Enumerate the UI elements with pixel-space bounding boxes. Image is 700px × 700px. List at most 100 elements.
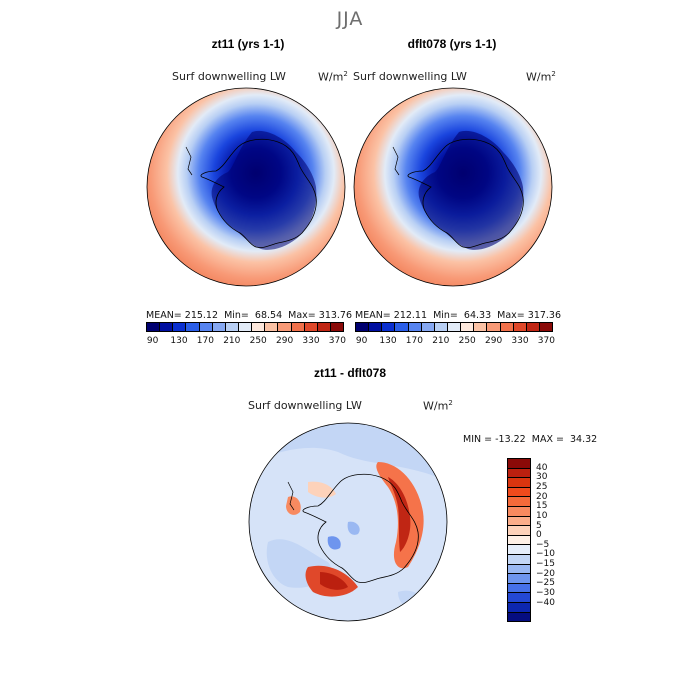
colorbar-swatch [278,323,292,331]
panel2-colorbar-labels: 90 130 170 210 250 290 330 370 [355,336,555,348]
colorbar-swatch [382,323,396,331]
panel2-stats: MEAN= 212.11 Min= 64.33 Max= 317.36 [355,310,562,321]
colorbar-tick-label: 210 [432,336,450,346]
colorbar-swatch [508,564,530,575]
colorbar-tick-label: −25 [536,578,555,589]
colorbar-tick-label: 170 [405,336,423,346]
panel-title-zt11: zt11 (yrs 1-1) [211,37,285,51]
panel2-units-base: W/m [526,70,552,84]
panel2-units-exp: 2 [551,70,556,78]
colorbar-swatch [265,323,279,331]
difference-colorbar [507,458,531,622]
colorbar-tick-label: 370 [328,336,346,346]
colorbar-tick-label: 25 [536,481,548,492]
colorbar-swatch [526,323,540,331]
colorbar-swatch [508,526,530,536]
colorbar-swatch [539,323,553,331]
colorbar-tick-label: 330 [302,336,320,346]
panel2-units-label: W/m2 [526,70,556,84]
colorbar-swatch [434,323,448,331]
colorbar-swatch [513,323,527,331]
panel1-units-label: W/m2 [318,70,348,84]
colorbar-swatch [474,323,488,331]
colorbar-swatch [304,323,318,331]
colorbar-swatch [461,323,475,331]
panel1-stats: MEAN= 215.12 Min= 68.54 Max= 313.76 [146,310,353,321]
panel1-units-exp: 2 [343,70,348,78]
colorbar-tick-label: −10 [536,549,555,560]
colorbar-tick-label: 170 [196,336,214,346]
difference-units-exp: 2 [448,399,453,407]
colorbar-swatch [147,323,161,331]
colorbar-tick-label: 290 [485,336,503,346]
colorbar-swatch [252,323,266,331]
colorbar-swatch [317,323,331,331]
colorbar-swatch [508,545,530,555]
panel1-variable-label: Surf downwelling LW [172,70,286,83]
colorbar-swatch [291,323,305,331]
polar-map-dflt078 [353,87,553,287]
difference-units-base: W/m [423,399,449,413]
polar-map-difference [248,422,448,622]
colorbar-swatch [508,554,530,565]
colorbar-swatch [508,535,530,546]
colorbar-tick-label: 15 [536,501,548,512]
colorbar-swatch [508,583,530,594]
colorbar-tick-label: −40 [536,597,555,608]
colorbar-swatch [238,323,253,331]
colorbar-tick-label: 90 [355,336,368,346]
colorbar-tick-label: 290 [276,336,294,346]
colorbar-tick-label: 330 [511,336,529,346]
panel-title-dflt078: dflt078 (yrs 1-1) [407,37,497,51]
colorbar-tick-label: 30 [536,472,548,483]
colorbar-swatch [356,323,370,331]
colorbar-tick-label: −15 [536,559,555,570]
difference-title: zt11 - dflt078 [313,366,387,380]
colorbar-swatch [500,323,514,331]
colorbar-tick-label: 90 [146,336,159,346]
panel1-colorbar-labels: 90 130 170 210 250 290 330 370 [146,336,346,348]
colorbar-swatch [508,478,530,488]
colorbar-tick-label: 10 [536,510,548,521]
colorbar-swatch [508,497,530,507]
colorbar-tick-label: 40 [536,462,548,473]
colorbar-swatch [173,323,187,331]
difference-colorbar-labels: 40 30 25 20 15 10 5 0 −5 −10 −15 −20 −25 −30 −40 [536,458,576,622]
colorbar-tick-label: 130 [170,336,188,346]
colorbar-swatch [395,323,409,331]
colorbar-swatch [369,323,383,331]
colorbar-swatch [447,323,462,331]
colorbar-tick-label: −30 [536,588,555,599]
colorbar-swatch [508,506,530,517]
colorbar-tick-label: 0 [536,530,542,541]
colorbar-swatch [508,602,530,613]
colorbar-swatch [508,468,530,479]
colorbar-swatch [330,323,344,331]
colorbar-tick-label: 20 [536,491,548,502]
polar-map-zt11 [146,87,346,287]
panel1-units-base: W/m [318,70,344,84]
colorbar-tick-label: 210 [223,336,241,346]
colorbar-tick-label: 250 [458,336,476,346]
colorbar-swatch [508,574,530,584]
colorbar-tick-label: 5 [536,520,542,531]
difference-stats: MIN = -13.22 MAX = 34.32 [463,434,598,445]
colorbar-swatch [421,323,435,331]
colorbar-swatch [508,487,530,498]
colorbar-swatch [225,323,239,331]
colorbar-swatch [508,593,530,603]
colorbar-tick-label: −20 [536,568,555,579]
colorbar-swatch [508,459,530,469]
difference-variable-label: Surf downwelling LW [248,399,362,412]
colorbar-swatch [487,323,501,331]
colorbar-tick-label: 370 [537,336,555,346]
panel2-colorbar [355,322,553,332]
panel1-colorbar [146,322,344,332]
colorbar-tick-label: 250 [249,336,267,346]
colorbar-swatch [408,323,422,331]
colorbar-swatch [199,323,213,331]
colorbar-swatch [508,612,530,622]
colorbar-swatch [508,516,530,527]
colorbar-swatch [212,323,226,331]
colorbar-swatch [160,323,174,331]
